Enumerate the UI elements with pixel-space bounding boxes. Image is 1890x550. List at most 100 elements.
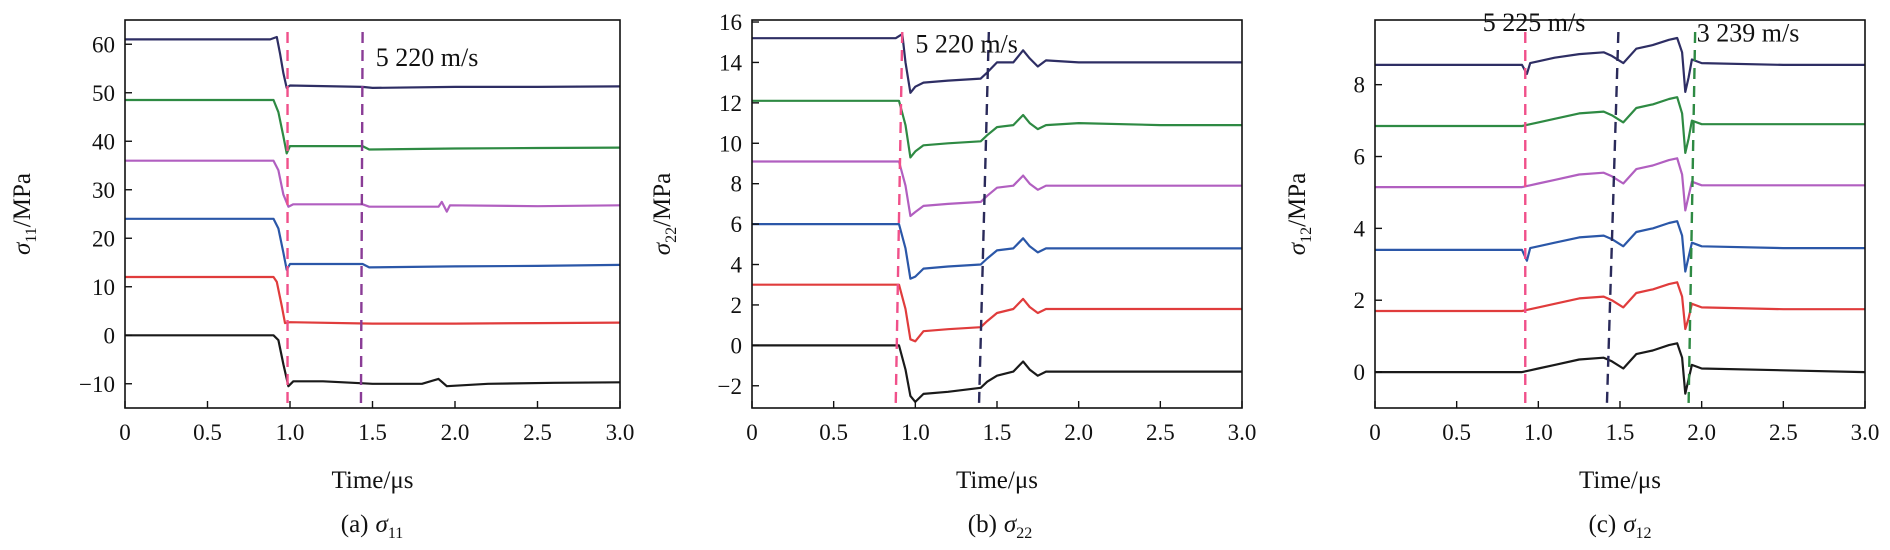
- marker-wave-front-3: [1687, 31, 1697, 405]
- annotation-speed-label: 5 220 m/s: [915, 29, 1018, 58]
- y-tick-label: 2: [1354, 288, 1366, 313]
- x-tick-label: 1.0: [276, 420, 305, 445]
- y-tick-label: 6: [1354, 145, 1366, 170]
- caption-subscript: 22: [1016, 525, 1032, 542]
- x-tick-label: 1.0: [1524, 420, 1553, 445]
- plot-frame: [124, 19, 621, 409]
- y-tick-label: 0: [1354, 360, 1366, 385]
- x-tick-label: 3.0: [1851, 420, 1880, 445]
- x-tick-label: 3.0: [606, 420, 635, 445]
- annotation-speed-label: 5 220 m/s: [376, 43, 479, 72]
- y-axis-label: σ22/MPa: [649, 173, 680, 256]
- panel-c: 0 0.5 1.0 1.5 2.0 2.5 3.0 0 2 4 6 8 5 225 m/s 3 239 m…: [1284, 8, 1879, 542]
- y-tick-label: −10: [79, 372, 115, 397]
- x-axis-label: Time/μs: [956, 467, 1038, 494]
- x-tick-label: 1.5: [358, 420, 387, 445]
- annotation-speed-label-1: 5 225 m/s: [1483, 8, 1586, 37]
- caption-symbol: σ: [1004, 511, 1018, 538]
- series-line-trace-5: [125, 98, 620, 155]
- series-line-trace-6: [1375, 36, 1865, 93]
- y-axis-symbol: σ: [649, 241, 676, 255]
- y-tick-label: 8: [731, 172, 743, 197]
- panel-caption: (b) σ22: [968, 511, 1033, 542]
- y-tick-label: 12: [719, 91, 742, 116]
- series-line-trace-5: [752, 99, 1242, 159]
- series-line-trace-4: [1375, 157, 1865, 212]
- panel-caption: (c) σ12: [1588, 511, 1651, 542]
- x-tick-label: 0.5: [1442, 420, 1471, 445]
- series-group: [1375, 36, 1865, 395]
- x-tick-label: 0.5: [819, 420, 848, 445]
- x-tick-label: 0.5: [193, 420, 222, 445]
- y-tick-label: 50: [92, 81, 115, 106]
- y-axis-unit: /MPa: [1284, 173, 1311, 227]
- caption-prefix: (b): [968, 511, 997, 538]
- y-tick-label: 14: [719, 50, 743, 75]
- series-group: [125, 35, 620, 388]
- series-line-trace-4: [752, 160, 1242, 218]
- x-axis-label: Time/μs: [332, 467, 414, 494]
- y-tick-label: 30: [92, 178, 115, 203]
- y-tick-label: 4: [731, 253, 743, 278]
- caption-prefix: (a): [341, 511, 369, 538]
- caption-subscript: 12: [1636, 525, 1652, 542]
- y-axis-symbol: σ: [1284, 241, 1311, 255]
- x-tick-label: 2.0: [441, 420, 470, 445]
- y-axis-unit: /MPa: [9, 173, 36, 227]
- panel-caption: (a) σ11: [341, 511, 404, 542]
- x-tick-label: 0: [119, 420, 131, 445]
- annotation-speed-label-2: 3 239 m/s: [1697, 19, 1800, 48]
- x-axis-label: Time/μs: [1579, 467, 1661, 494]
- x-tick-label: 2.5: [1146, 420, 1175, 445]
- y-tick-label: 0: [104, 323, 116, 348]
- x-tick-label: 2.5: [523, 420, 552, 445]
- y-tick-label: −2: [718, 374, 742, 399]
- caption-symbol: σ: [1623, 511, 1637, 538]
- marker-wave-front-2: [1605, 31, 1620, 405]
- x-tick-label: 2.5: [1769, 420, 1798, 445]
- y-axis-unit: /MPa: [649, 173, 676, 227]
- y-tick-label: 16: [719, 10, 742, 35]
- series-line-trace-2: [752, 283, 1242, 343]
- y-axis-label: σ12/MPa: [1284, 173, 1315, 256]
- series-line-trace-1: [752, 344, 1242, 403]
- y-tick-label: 4: [1354, 216, 1366, 241]
- series-line-trace-2: [125, 275, 620, 325]
- y-axis-subscript: 12: [1298, 227, 1315, 243]
- x-tick-label: 2.0: [1687, 420, 1716, 445]
- series-line-trace-2: [1375, 281, 1865, 331]
- series-line-trace-3: [1375, 220, 1865, 273]
- series-line-trace-3: [125, 217, 620, 271]
- x-tick-label: 0: [1369, 420, 1381, 445]
- series-line-trace-4: [125, 159, 620, 213]
- y-tick-label: 2: [731, 293, 743, 318]
- y-axis-label: σ11/MPa: [9, 173, 40, 255]
- x-tick-label: 2.0: [1064, 420, 1093, 445]
- x-tick-label: 1.5: [983, 420, 1012, 445]
- caption-subscript: 11: [388, 525, 403, 542]
- y-tick-label: 0: [731, 333, 743, 358]
- y-tick-label: 20: [92, 226, 115, 251]
- x-tick-label: 0: [746, 420, 758, 445]
- y-tick-label: 10: [719, 131, 742, 156]
- series-line-trace-3: [752, 223, 1242, 280]
- series-line-trace-5: [1375, 96, 1865, 154]
- x-tick-label: 1.0: [901, 420, 930, 445]
- plot-frame: [1374, 19, 1866, 409]
- plot-frame: [751, 19, 1243, 409]
- series-line-trace-1: [1375, 342, 1865, 395]
- series-group: [752, 33, 1242, 403]
- y-tick-label: 60: [92, 32, 115, 57]
- y-axis-symbol: σ: [9, 241, 36, 255]
- caption-prefix: (c): [1588, 511, 1616, 538]
- y-axis-subscript: 22: [663, 227, 680, 243]
- marker-wave-front-2: [359, 31, 364, 405]
- y-tick-label: 10: [92, 275, 115, 300]
- series-line-trace-6: [125, 35, 620, 89]
- y-axis-subscript: 11: [23, 227, 40, 242]
- marker-wave-front-1: [894, 31, 904, 405]
- y-tick-label: 6: [731, 212, 743, 237]
- y-tick-label: 8: [1354, 73, 1366, 98]
